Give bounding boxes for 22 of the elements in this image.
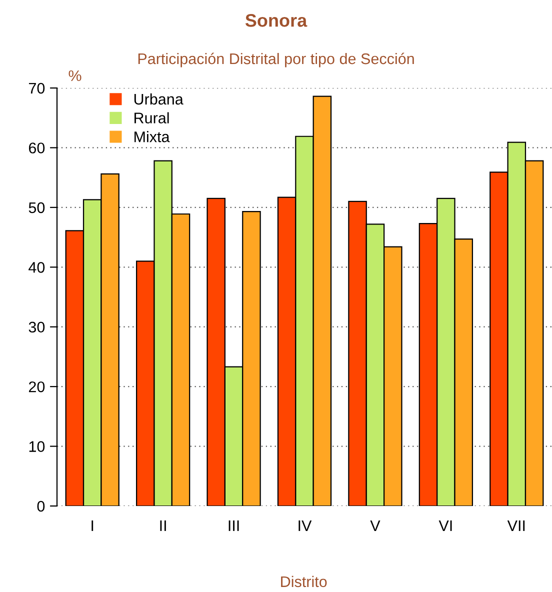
y-tick-label: 50 — [28, 202, 45, 214]
legend-label: Mixta — [134, 131, 170, 142]
y-tick-label: 70 — [28, 82, 45, 94]
y-axis-title: % — [68, 70, 82, 82]
chart-subtitle: Participación Distrital por tipo de Sección — [138, 52, 414, 68]
x-tick-label: I — [92, 520, 94, 531]
x-axis-title: Distrito — [281, 576, 327, 588]
x-tick-label: V — [370, 520, 380, 531]
y-tick-label: 30 — [28, 322, 45, 333]
y-tick-label: 10 — [29, 441, 45, 452]
x-tick-label: VII — [507, 520, 525, 531]
chart-title: Sonora — [245, 14, 308, 27]
x-tick-label: III — [228, 520, 239, 531]
legend-label: Rural — [134, 112, 169, 124]
legend-label: Urbana — [134, 93, 184, 105]
y-tick-label: 40 — [28, 262, 45, 273]
y-tick-label: 0 — [37, 500, 45, 512]
x-tick-label: IV — [298, 520, 312, 531]
y-tick-label: 60 — [28, 142, 45, 154]
x-tick-label: VI — [438, 520, 452, 531]
y-tick-label: 20 — [28, 381, 45, 392]
x-tick-label: II — [160, 520, 166, 531]
